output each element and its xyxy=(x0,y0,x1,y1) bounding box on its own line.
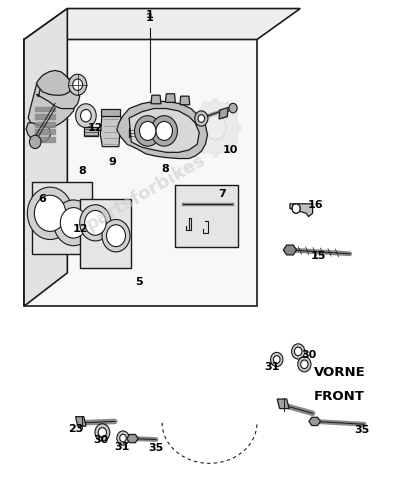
Circle shape xyxy=(295,347,302,356)
Circle shape xyxy=(81,110,91,122)
Polygon shape xyxy=(76,417,86,426)
Polygon shape xyxy=(24,39,257,306)
Polygon shape xyxy=(24,9,300,39)
Circle shape xyxy=(205,116,226,139)
Polygon shape xyxy=(277,399,289,409)
Circle shape xyxy=(95,424,110,441)
Polygon shape xyxy=(129,109,199,152)
Polygon shape xyxy=(127,434,138,443)
Circle shape xyxy=(80,205,111,241)
Text: FRONT: FRONT xyxy=(314,390,365,403)
Text: 6: 6 xyxy=(39,194,46,204)
Circle shape xyxy=(151,116,177,146)
Circle shape xyxy=(300,360,308,368)
Circle shape xyxy=(98,428,107,437)
Text: 30: 30 xyxy=(302,350,317,360)
Circle shape xyxy=(27,187,73,240)
Circle shape xyxy=(139,121,156,140)
Circle shape xyxy=(271,353,283,366)
Text: 1: 1 xyxy=(146,11,154,21)
Circle shape xyxy=(107,225,125,247)
Text: 9: 9 xyxy=(108,157,116,167)
Polygon shape xyxy=(37,70,71,95)
Circle shape xyxy=(273,356,280,363)
Text: 7: 7 xyxy=(218,189,226,199)
Circle shape xyxy=(85,210,106,235)
Circle shape xyxy=(292,344,305,359)
Polygon shape xyxy=(101,109,120,116)
Text: 5: 5 xyxy=(136,277,143,287)
Polygon shape xyxy=(129,127,142,137)
Polygon shape xyxy=(283,245,297,255)
Circle shape xyxy=(29,135,41,148)
Circle shape xyxy=(60,207,87,238)
Circle shape xyxy=(195,111,208,126)
Polygon shape xyxy=(37,75,80,109)
Text: 31: 31 xyxy=(115,442,130,452)
Circle shape xyxy=(68,74,87,95)
Circle shape xyxy=(76,104,96,127)
Polygon shape xyxy=(24,9,67,306)
Circle shape xyxy=(73,79,83,91)
Polygon shape xyxy=(80,199,131,268)
Polygon shape xyxy=(290,204,312,217)
Text: 12: 12 xyxy=(88,123,103,133)
Text: 23: 23 xyxy=(68,423,83,433)
Text: 35: 35 xyxy=(354,425,370,435)
Polygon shape xyxy=(309,417,320,425)
Text: 30: 30 xyxy=(93,435,109,445)
Text: 8: 8 xyxy=(78,166,85,176)
Polygon shape xyxy=(219,108,228,119)
Text: 10: 10 xyxy=(223,145,238,155)
Text: 16: 16 xyxy=(308,200,323,210)
Circle shape xyxy=(198,115,205,122)
Circle shape xyxy=(120,434,126,442)
Polygon shape xyxy=(190,99,241,157)
Text: VORNE: VORNE xyxy=(314,366,365,379)
Circle shape xyxy=(134,116,161,146)
Circle shape xyxy=(298,357,311,372)
Polygon shape xyxy=(151,95,161,104)
Circle shape xyxy=(292,204,300,213)
Text: 1: 1 xyxy=(146,13,154,23)
Circle shape xyxy=(156,121,173,140)
Circle shape xyxy=(117,431,129,445)
Circle shape xyxy=(34,195,66,231)
Circle shape xyxy=(102,219,130,252)
Polygon shape xyxy=(180,96,190,105)
Text: 8: 8 xyxy=(161,164,169,174)
Polygon shape xyxy=(32,182,92,254)
Polygon shape xyxy=(166,94,176,103)
Circle shape xyxy=(54,200,93,246)
Text: 35: 35 xyxy=(148,443,164,453)
Text: 15: 15 xyxy=(311,251,327,261)
Text: partsforbikes: partsforbikes xyxy=(83,150,209,234)
Text: 12: 12 xyxy=(73,224,88,234)
Polygon shape xyxy=(26,123,51,142)
Text: 31: 31 xyxy=(264,362,279,372)
Polygon shape xyxy=(28,85,76,127)
Circle shape xyxy=(229,103,237,113)
Polygon shape xyxy=(117,102,208,159)
Polygon shape xyxy=(84,126,98,136)
Polygon shape xyxy=(100,111,121,147)
Polygon shape xyxy=(175,185,238,247)
